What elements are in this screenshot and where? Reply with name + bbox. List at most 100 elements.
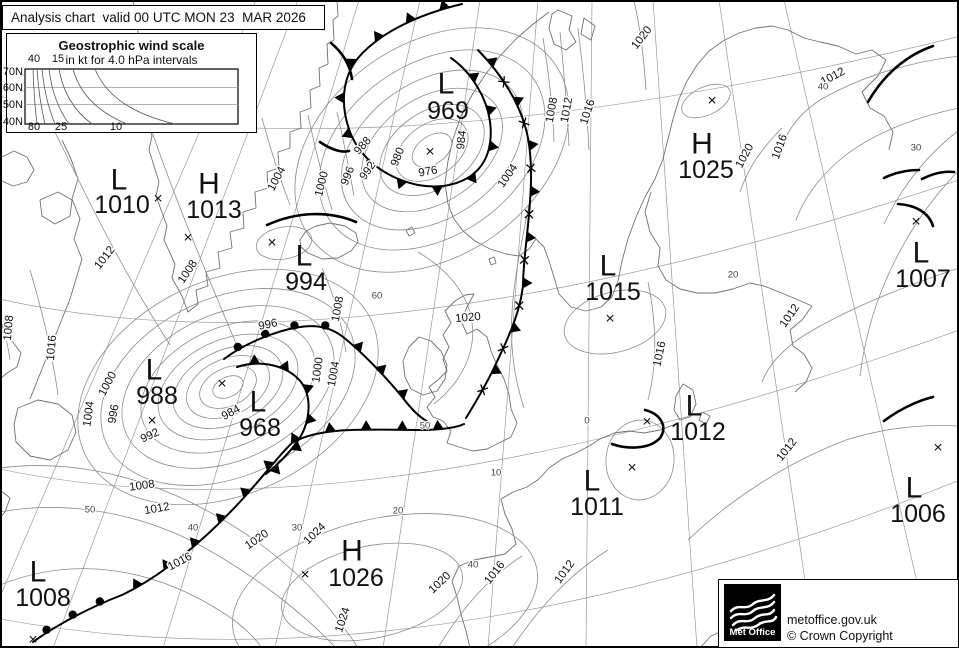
meridian-line [585, 0, 593, 648]
pressure-value: 1010 [94, 191, 150, 219]
isobar-value-label: 1012 [774, 436, 799, 464]
cold-front-marker [488, 140, 499, 152]
isobar-value-label: 1000 [97, 370, 120, 398]
isobar-ring [77, 268, 379, 506]
trough-line [920, 170, 956, 181]
coastline-path [644, 191, 813, 307]
isobar-curve [321, 267, 347, 353]
cold-front-marker [490, 364, 502, 375]
isobar-value-label: 1012 [143, 501, 170, 517]
pressure-value: 1006 [890, 500, 946, 528]
pressure-center-cross-icon: × [933, 440, 942, 457]
coastline-path [13, 399, 77, 461]
frontolysis-cross-icon [527, 163, 535, 174]
grid-number-label: 30 [911, 143, 922, 154]
isobar-ring [232, 513, 538, 648]
isobar-curve [795, 107, 959, 221]
grid-number-label: 40 [468, 560, 479, 571]
grid-number-label: 40 [818, 82, 829, 93]
isobar-curve [559, 31, 570, 147]
cold-front-marker [522, 277, 533, 289]
pressure-value: 1012 [670, 418, 726, 446]
isobar-value-label: 1000 [313, 170, 331, 198]
low-pressure-letter: L [600, 250, 617, 283]
warm-front-marker [68, 610, 77, 619]
trough-line [882, 395, 935, 423]
isobar-ring [100, 288, 356, 486]
coastline-path [29, 139, 83, 400]
isobar-ring [186, 355, 270, 419]
isobar-curve [511, 549, 609, 648]
pressure-center-cross-icon: × [627, 460, 636, 477]
isobar-value-label: 1012 [559, 96, 575, 123]
isobar-ring [563, 289, 667, 355]
grid-number-label: 60 [372, 291, 383, 302]
isobar-ring [681, 83, 731, 119]
coastline-path [402, 336, 448, 396]
isobar-value-label: 1008 [2, 315, 16, 342]
pressure-value: 1015 [585, 278, 641, 306]
coastline-path [548, 9, 577, 51]
isobar-ring [340, 69, 524, 231]
cold-front-marker [360, 420, 372, 430]
cold-front-marker [352, 341, 364, 353]
cold-front-marker [466, 172, 477, 184]
cold-front-marker [486, 57, 498, 68]
isobar-ring [379, 104, 485, 196]
cold-front-marker [431, 186, 443, 196]
cold-front-marker [290, 432, 301, 444]
wind-scale-latitude-label: 40N [2, 116, 23, 128]
warm-front-marker [321, 321, 330, 330]
coastline-path [0, 329, 22, 380]
isobar-ring [605, 419, 675, 501]
coastline-path [488, 256, 497, 266]
isobar-curve [511, 199, 531, 409]
cold-front-marker [530, 185, 541, 197]
low-pressure-letter: L [438, 68, 455, 101]
low-pressure-letter: L [111, 164, 128, 197]
isobar-curve [54, 131, 171, 346]
cold-front-marker [375, 364, 387, 376]
isobar-curve [883, 129, 959, 225]
isobar-value-label: 1016 [578, 98, 597, 126]
grid-labels: 60 50 50 40 40 40 30 30 20 20 10 0 [83, 80, 922, 572]
pressure-center-cross-icon: × [911, 214, 920, 231]
grid-number-label: 20 [393, 506, 404, 517]
trough-line [896, 202, 935, 228]
isobar-value-label: 1012 [553, 558, 578, 586]
coastline-path [426, 293, 518, 452]
pressure-center-cross-icon: × [642, 414, 651, 431]
isobar-curve [261, 117, 291, 206]
warm-front-marker [290, 321, 299, 330]
coastline-path [580, 17, 596, 41]
grid-number-label: 20 [728, 270, 739, 281]
isobar-ring [212, 375, 244, 399]
coastline-path [39, 191, 73, 225]
wind-scale-subtitle: in kt for 4.0 hPa intervals [65, 53, 198, 67]
coastline-path [673, 383, 697, 421]
coastline-path [451, 423, 677, 648]
parallel-line [0, 329, 959, 490]
coastline-path [789, 305, 813, 393]
isobar-ring [140, 320, 316, 454]
coastline-path [0, 150, 35, 187]
isobar-value-label: 1020 [629, 24, 654, 52]
wind-scale-speed-label: 25 [54, 121, 68, 133]
pressure-value: 968 [239, 414, 281, 442]
isobar-ring [157, 333, 299, 441]
isobar-value-label: 976 [418, 164, 439, 179]
warm-front-marker [233, 342, 243, 352]
isobar-ring [121, 305, 335, 469]
cold-front-marker [334, 92, 345, 104]
cold-front-marker [162, 559, 173, 571]
low-pressure-letter: L [913, 237, 930, 270]
wind-scale-box: Geostrophic wind scale in kt for 4.0 hPa… [2, 33, 257, 133]
frontolysis-cross-icon [524, 209, 534, 219]
frontolysis-cross-icon [514, 301, 524, 310]
isobar-value-label: 1016 [45, 335, 59, 362]
cold-front-marker [133, 578, 143, 590]
cold-front-marker [373, 30, 384, 42]
isobar-value-label: 1000 [310, 356, 325, 383]
